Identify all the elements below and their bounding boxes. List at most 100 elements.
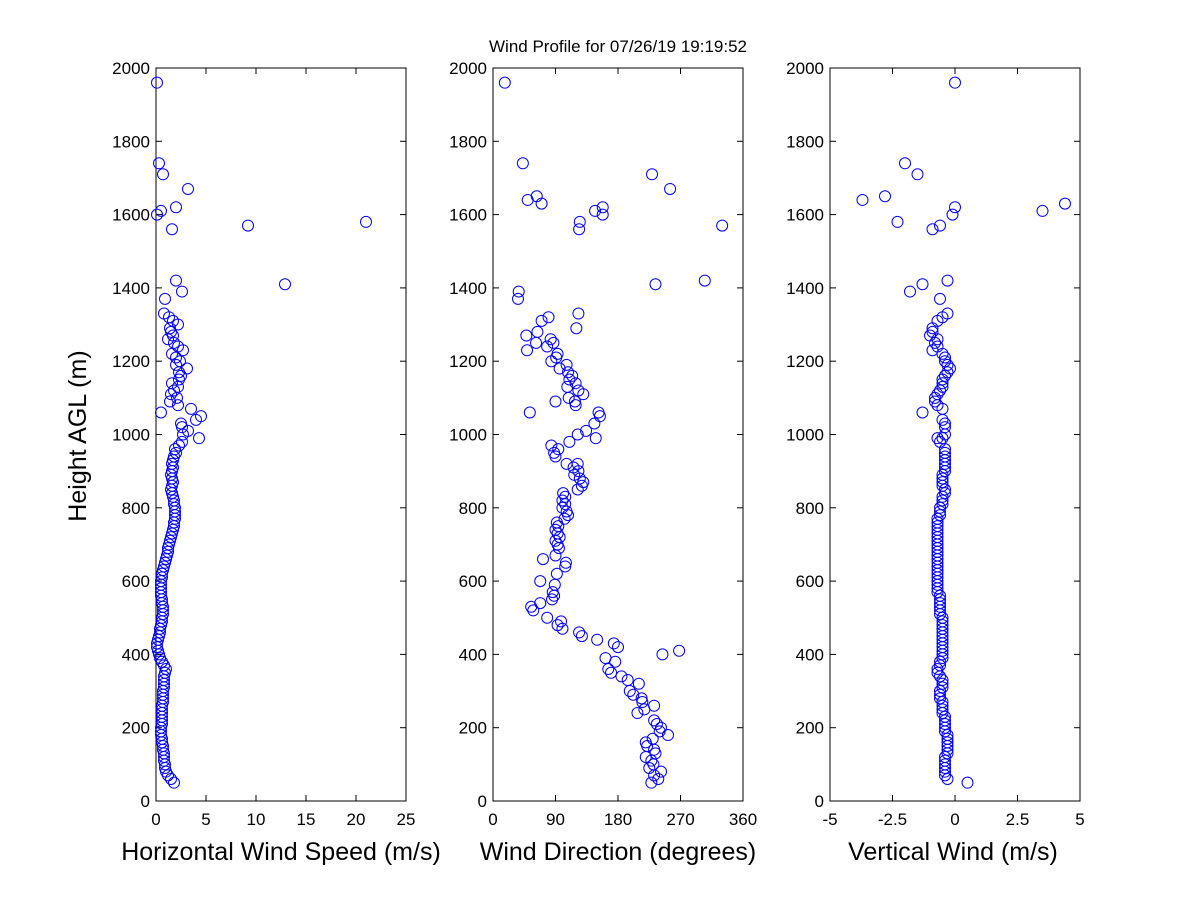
data-point bbox=[512, 292, 524, 305]
data-point bbox=[171, 391, 183, 404]
data-point bbox=[166, 527, 178, 540]
x-tick-label: 25 bbox=[397, 810, 416, 829]
data-point bbox=[599, 652, 612, 665]
data-point bbox=[926, 325, 939, 338]
data-point bbox=[856, 193, 869, 206]
data-point bbox=[566, 369, 579, 382]
data-point bbox=[936, 703, 949, 716]
data-point bbox=[185, 402, 197, 415]
data-point bbox=[168, 384, 180, 397]
data-point bbox=[550, 567, 563, 580]
data-point bbox=[537, 553, 549, 566]
data-point bbox=[934, 692, 946, 705]
data-point bbox=[934, 219, 946, 232]
data-point bbox=[545, 355, 558, 368]
y-tick-label: 400 bbox=[796, 645, 824, 664]
data-point bbox=[941, 732, 954, 745]
data-point bbox=[936, 432, 949, 445]
data-point bbox=[176, 421, 188, 434]
data-point bbox=[926, 223, 939, 236]
y-tick-label: 1400 bbox=[112, 279, 150, 298]
data-point bbox=[636, 696, 649, 709]
data-point bbox=[523, 406, 536, 419]
data-point bbox=[596, 201, 609, 214]
data-point bbox=[569, 377, 582, 390]
data-point bbox=[166, 223, 178, 236]
data-point bbox=[931, 663, 944, 676]
data-point bbox=[151, 208, 163, 221]
data-point bbox=[562, 391, 575, 404]
data-point bbox=[621, 674, 634, 687]
data-point bbox=[936, 696, 949, 709]
data-point bbox=[546, 586, 559, 599]
data-point bbox=[521, 344, 534, 357]
data-point bbox=[931, 340, 944, 353]
data-point bbox=[498, 76, 511, 89]
y-tick-label: 2000 bbox=[786, 59, 824, 78]
y-tick-label: 1200 bbox=[786, 352, 824, 371]
data-point bbox=[632, 677, 645, 690]
data-point bbox=[631, 707, 644, 720]
data-point bbox=[193, 432, 205, 445]
data-point bbox=[550, 516, 563, 529]
data-point bbox=[175, 417, 187, 430]
panel-3-points bbox=[856, 76, 1071, 789]
data-point bbox=[531, 325, 544, 338]
data-point bbox=[662, 729, 674, 742]
x-tick-label: 0 bbox=[151, 810, 160, 829]
data-point bbox=[939, 417, 951, 430]
data-point bbox=[559, 556, 572, 569]
data-point bbox=[168, 336, 180, 349]
data-point bbox=[939, 483, 951, 496]
data-point bbox=[279, 278, 291, 291]
data-point bbox=[934, 505, 946, 518]
data-point bbox=[172, 380, 184, 393]
data-point bbox=[931, 516, 944, 529]
data-point bbox=[936, 347, 949, 360]
x-tick-label: -5 bbox=[822, 810, 837, 829]
x-tick-label: 360 bbox=[729, 810, 757, 829]
panel-1-x-axis-label: Horizontal Wind Speed (m/s) bbox=[121, 838, 441, 866]
data-point bbox=[560, 457, 573, 470]
data-point bbox=[165, 483, 177, 496]
data-point bbox=[596, 208, 609, 221]
data-point bbox=[911, 168, 924, 181]
data-point bbox=[555, 615, 568, 628]
data-point bbox=[157, 168, 169, 181]
data-point bbox=[182, 182, 194, 195]
x-tick-label: 0 bbox=[488, 810, 497, 829]
data-point bbox=[534, 597, 547, 610]
data-point bbox=[552, 443, 565, 456]
data-point bbox=[941, 307, 954, 320]
y-tick-label: 1600 bbox=[112, 206, 150, 225]
data-point bbox=[159, 292, 171, 305]
data-point bbox=[548, 446, 561, 459]
data-point bbox=[165, 325, 177, 338]
data-point bbox=[934, 292, 946, 305]
data-point bbox=[934, 435, 946, 448]
data-point bbox=[931, 388, 944, 401]
data-point bbox=[934, 384, 946, 397]
data-point bbox=[535, 314, 548, 327]
data-point bbox=[941, 773, 954, 786]
x-tick-label: -2.5 bbox=[878, 810, 907, 829]
data-point bbox=[559, 560, 572, 573]
data-point bbox=[516, 157, 529, 170]
data-point bbox=[646, 168, 659, 181]
data-point bbox=[530, 190, 543, 203]
data-point bbox=[936, 681, 949, 694]
data-point bbox=[941, 274, 954, 287]
data-point bbox=[170, 274, 182, 287]
data-point bbox=[157, 564, 169, 577]
data-point bbox=[548, 578, 561, 591]
data-point bbox=[936, 619, 949, 632]
data-point bbox=[929, 336, 941, 349]
data-point bbox=[165, 468, 177, 481]
panel-3-frame bbox=[829, 67, 1081, 802]
panel-2-frame bbox=[492, 67, 744, 802]
data-point bbox=[934, 659, 946, 672]
data-point bbox=[165, 388, 177, 401]
y-tick-label: 1800 bbox=[449, 132, 487, 151]
data-point bbox=[573, 626, 586, 639]
data-point bbox=[560, 358, 573, 371]
